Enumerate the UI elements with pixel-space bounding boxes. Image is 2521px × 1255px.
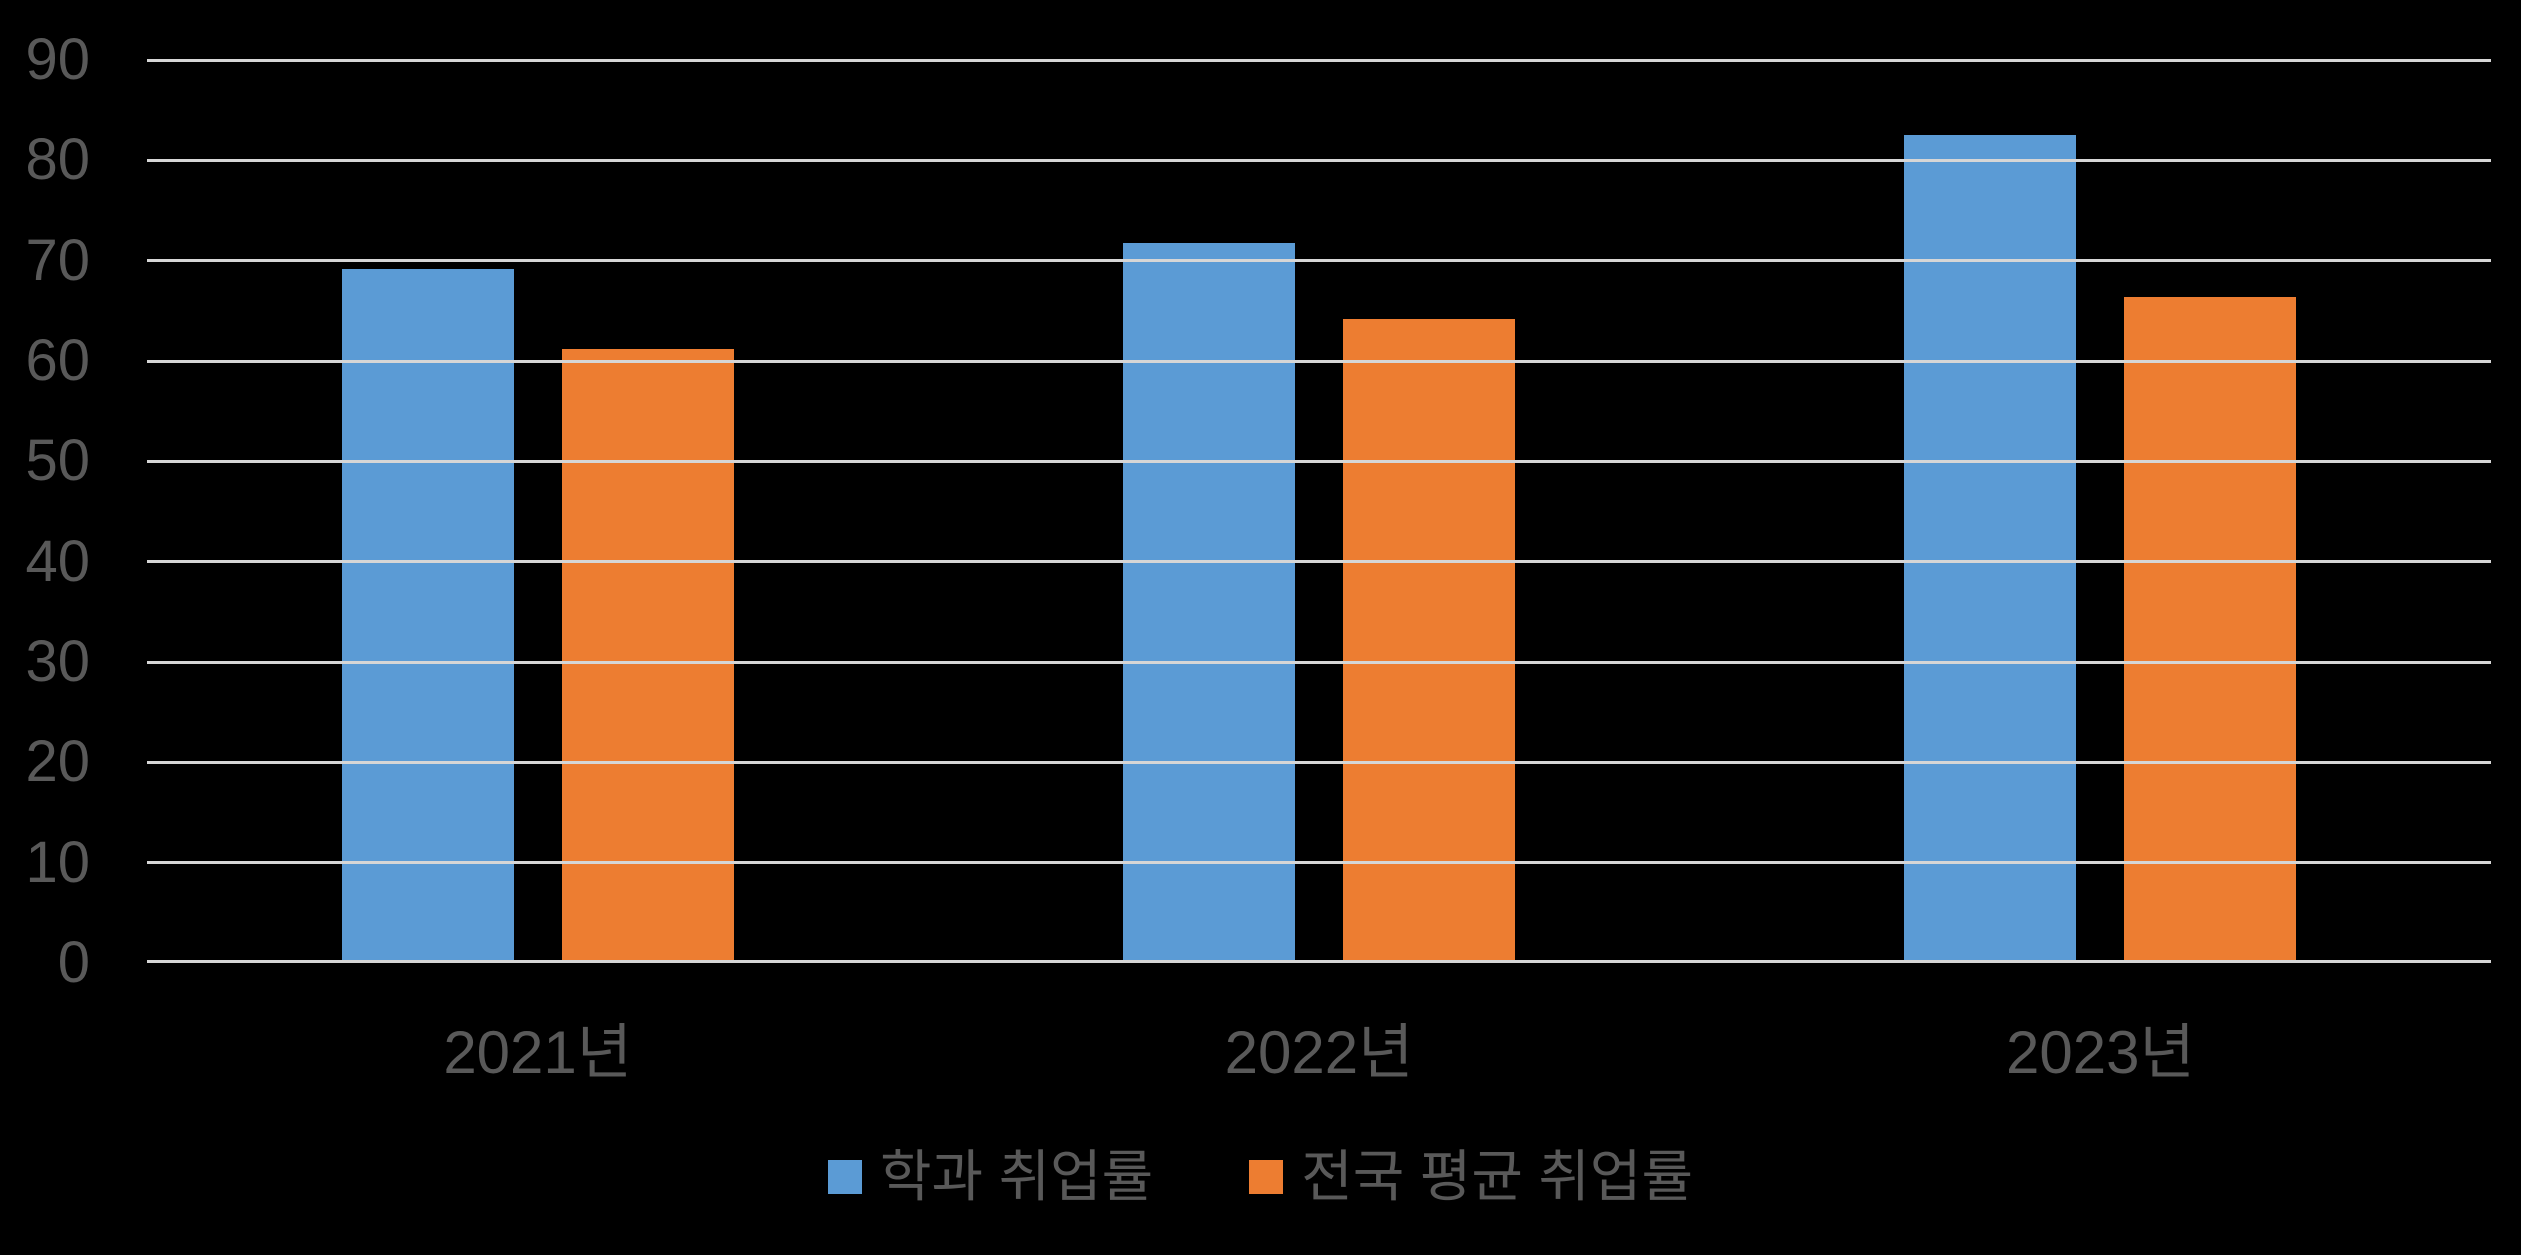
y-tick-label-10: 10 bbox=[25, 829, 90, 895]
x-axis: 2021년 2022년 2023년 bbox=[147, 1008, 2491, 1098]
gridline-20 bbox=[147, 760, 2491, 764]
bar-groups bbox=[147, 60, 2491, 963]
gridline-30 bbox=[147, 660, 2491, 664]
bar-group-2022년 bbox=[928, 60, 1709, 963]
bar-series1-2023년 bbox=[1904, 135, 2077, 963]
legend-swatch-icon bbox=[828, 1160, 863, 1194]
legend: 학과 취업률 전국 평균 취업률 bbox=[0, 1132, 2521, 1222]
y-tick-label-40: 40 bbox=[25, 528, 90, 594]
bar-series2-2023년 bbox=[2124, 296, 2297, 963]
plot-area bbox=[147, 58, 2491, 963]
x-tick-label-2021년: 2021년 bbox=[443, 1019, 632, 1086]
y-tick-label-80: 80 bbox=[25, 127, 90, 193]
gridline-80 bbox=[147, 158, 2491, 162]
x-tick-label-2023년: 2023년 bbox=[2005, 1019, 2195, 1086]
gridline-0 bbox=[147, 960, 2491, 963]
gridline-70 bbox=[147, 259, 2491, 263]
y-tick-label-30: 30 bbox=[25, 629, 90, 695]
y-tick-label-70: 70 bbox=[25, 227, 90, 293]
gridline-90 bbox=[147, 58, 2491, 62]
legend-label-series1: 학과 취업률 bbox=[880, 1145, 1154, 1209]
bar-series1-2022년 bbox=[1122, 242, 1295, 963]
bar-series2-2022년 bbox=[1342, 318, 1515, 963]
legend-swatch-icon bbox=[1249, 1160, 1284, 1194]
x-tick-label-2022년: 2022년 bbox=[1224, 1019, 1414, 1086]
y-tick-label-60: 60 bbox=[25, 328, 90, 394]
bar-group-2021년 bbox=[147, 60, 928, 963]
gridline-10 bbox=[147, 861, 2491, 865]
gridline-40 bbox=[147, 560, 2491, 564]
bar-series2-2021년 bbox=[561, 348, 734, 963]
y-tick-label-0: 0 bbox=[57, 930, 90, 995]
y-tick-label-90: 90 bbox=[25, 27, 90, 92]
y-axis: 0 10 20 30 40 50 60 70 80 90 bbox=[0, 31, 115, 992]
y-tick-label-20: 20 bbox=[25, 729, 90, 795]
bar-series1-2021년 bbox=[341, 268, 514, 963]
y-tick-label-50: 50 bbox=[25, 428, 90, 494]
legend-label-series2: 전국 평균 취업률 bbox=[1301, 1145, 1693, 1209]
bar-group-2023년 bbox=[1710, 60, 2491, 963]
legend-item-series2: 전국 평균 취업률 bbox=[1249, 1146, 1693, 1208]
gridline-50 bbox=[147, 459, 2491, 463]
legend-item-series1: 학과 취업률 bbox=[828, 1146, 1153, 1208]
gridline-60 bbox=[147, 359, 2491, 363]
